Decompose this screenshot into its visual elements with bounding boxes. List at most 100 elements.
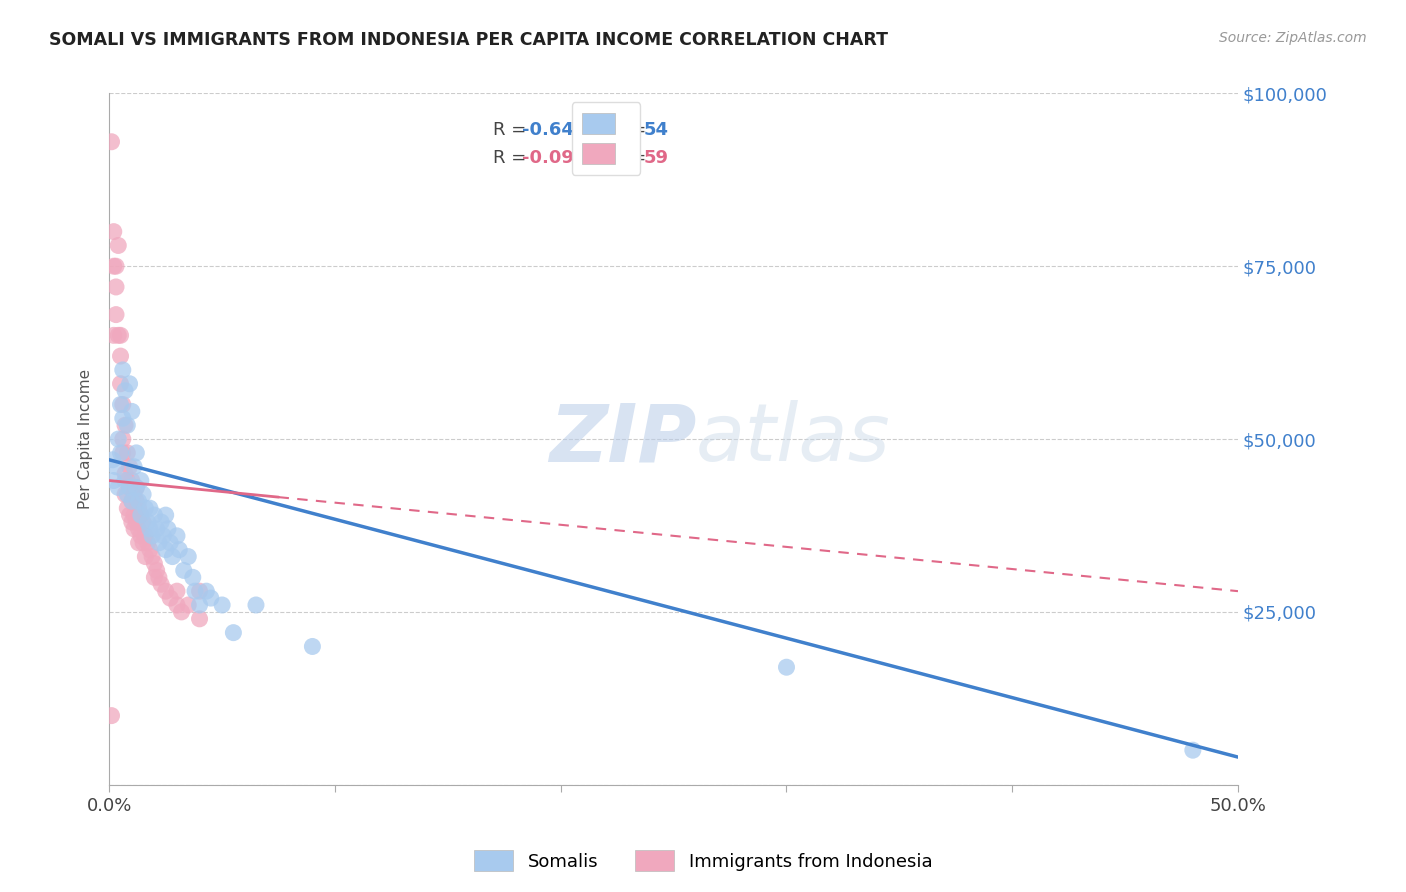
Point (245, 598, 267, 612)
Point (159, 591, 181, 605)
Point (118, 508, 141, 522)
Point (105, 280, 128, 294)
Text: R =: R = (494, 121, 531, 139)
Point (141, 549, 163, 564)
Point (188, 612, 211, 626)
Point (148, 535, 170, 549)
Point (125, 515, 148, 529)
Point (181, 570, 204, 584)
Point (775, 660, 797, 674)
Text: 54: 54 (643, 121, 668, 139)
Point (103, 225, 125, 239)
Point (122, 508, 145, 522)
Y-axis label: Per Capita Income: Per Capita Income (79, 369, 93, 509)
Point (155, 542, 177, 557)
Point (301, 640, 323, 654)
Point (128, 522, 150, 536)
Point (118, 376, 141, 391)
Point (155, 584, 177, 599)
Point (150, 515, 173, 529)
Point (128, 494, 150, 508)
Point (111, 363, 134, 377)
Text: SOMALI VS IMMIGRANTS FROM INDONESIA PER CAPITA INCOME CORRELATION CHART: SOMALI VS IMMIGRANTS FROM INDONESIA PER … (49, 31, 889, 49)
Point (136, 515, 159, 529)
Point (200, 591, 222, 605)
Point (101, 452, 124, 467)
Text: atlas: atlas (696, 400, 891, 478)
Text: ZIP: ZIP (548, 400, 696, 478)
Point (103, 259, 125, 273)
Point (145, 563, 167, 577)
Point (117, 446, 139, 460)
Point (156, 522, 179, 536)
Point (125, 494, 148, 508)
Point (159, 535, 181, 549)
Point (103, 474, 125, 488)
Point (118, 480, 141, 494)
Text: N =: N = (612, 121, 651, 139)
Point (122, 459, 145, 474)
Point (166, 529, 188, 543)
Point (107, 238, 129, 252)
Point (184, 584, 207, 599)
Point (110, 446, 132, 460)
Point (100, 708, 122, 723)
Point (188, 598, 211, 612)
Point (117, 418, 139, 433)
Point (129, 529, 152, 543)
Point (148, 570, 170, 584)
Point (117, 501, 139, 516)
Text: -0.644: -0.644 (523, 121, 586, 139)
Point (125, 480, 148, 494)
Point (132, 515, 155, 529)
Point (121, 494, 143, 508)
Point (136, 535, 159, 549)
Text: R =: R = (494, 149, 531, 167)
Point (122, 487, 145, 501)
Point (125, 446, 148, 460)
Point (188, 584, 211, 599)
Point (134, 549, 156, 564)
Point (166, 584, 188, 599)
Point (107, 480, 129, 494)
Point (173, 563, 195, 577)
Point (162, 549, 184, 564)
Point (129, 474, 152, 488)
Point (1181, 743, 1204, 757)
Point (139, 501, 162, 516)
Point (145, 522, 167, 536)
Point (118, 459, 141, 474)
Point (111, 432, 134, 446)
Text: Source: ZipAtlas.com: Source: ZipAtlas.com (1219, 31, 1367, 45)
Point (107, 432, 129, 446)
Point (114, 384, 136, 398)
Point (105, 459, 128, 474)
Point (134, 501, 156, 516)
Point (143, 570, 166, 584)
Point (110, 376, 132, 391)
Point (114, 487, 136, 501)
Point (118, 480, 141, 494)
Point (105, 308, 128, 322)
Point (107, 328, 129, 343)
Point (114, 474, 136, 488)
Point (129, 508, 152, 522)
Point (121, 515, 143, 529)
Point (132, 487, 155, 501)
Point (114, 467, 136, 481)
Point (139, 542, 162, 557)
Point (111, 446, 134, 460)
Point (143, 557, 166, 571)
Text: N =: N = (612, 149, 651, 167)
Point (150, 577, 173, 591)
Text: 59: 59 (643, 149, 668, 167)
Point (111, 397, 134, 411)
Point (132, 535, 155, 549)
Point (117, 487, 139, 501)
Point (222, 625, 245, 640)
Point (143, 508, 166, 522)
Point (121, 494, 143, 508)
Point (129, 508, 152, 522)
Legend: , : , (572, 103, 640, 175)
Point (117, 474, 139, 488)
